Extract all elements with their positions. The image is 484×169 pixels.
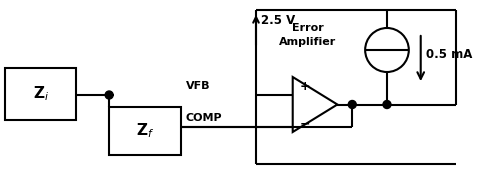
Circle shape [105, 91, 113, 99]
Text: VFB: VFB [186, 81, 211, 91]
Bar [109, 107, 181, 155]
Text: Z$_\mathit{f}$: Z$_\mathit{f}$ [136, 122, 154, 140]
Text: 2.5 V: 2.5 V [261, 14, 295, 27]
Bar [5, 68, 76, 120]
Text: −: − [300, 117, 310, 130]
Text: COMP: COMP [185, 113, 222, 123]
Text: Error: Error [292, 23, 323, 33]
Text: 0.5 mA: 0.5 mA [425, 49, 472, 62]
Text: Z$_\mathit{i}$: Z$_\mathit{i}$ [32, 85, 49, 103]
Text: +: + [299, 80, 310, 93]
Circle shape [383, 101, 391, 108]
Text: Amplifier: Amplifier [279, 37, 336, 47]
Circle shape [348, 101, 356, 108]
